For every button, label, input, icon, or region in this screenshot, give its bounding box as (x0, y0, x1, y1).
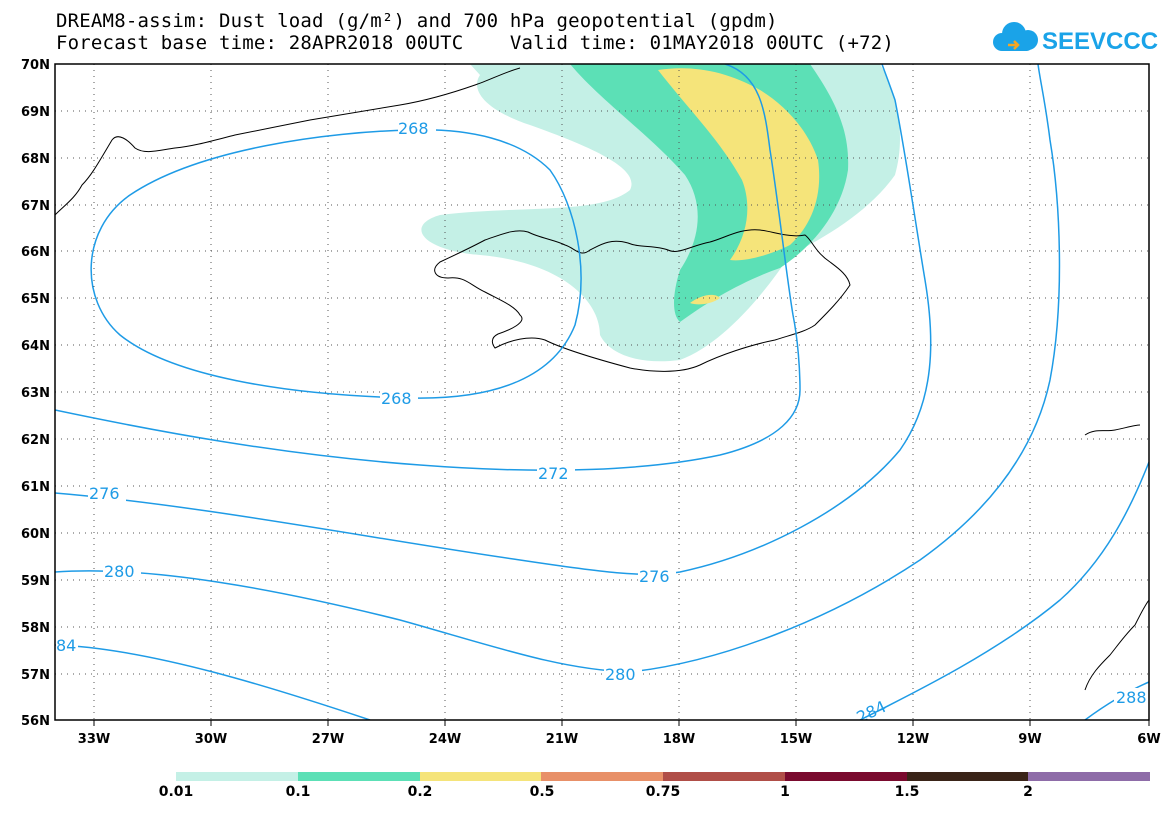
contour-284b (859, 461, 1149, 720)
svg-text:SEEVCCC: SEEVCCC (1042, 28, 1158, 55)
contour-label: 268 (398, 119, 429, 138)
map-title: DREAM8-assim: Dust load (g/m²) and 700 h… (56, 10, 778, 32)
lat-label: 68N (21, 152, 50, 167)
contour-272 (55, 64, 801, 471)
lat-label: 69N (21, 105, 50, 120)
lon-label: 30W (195, 732, 227, 747)
lat-label: 66N (21, 245, 50, 260)
legend-tick: 2 (1023, 784, 1033, 800)
contour-label: 276 (89, 484, 120, 503)
lat-label: 65N (21, 292, 50, 307)
legend-tick: 0.5 (529, 784, 555, 800)
lon-label: 9W (1018, 732, 1041, 747)
lon-label: 24W (429, 732, 461, 747)
legend-swatch (906, 772, 1029, 781)
legend-swatch (663, 772, 785, 781)
legend-swatch (176, 772, 298, 781)
legend-swatch (784, 772, 907, 781)
map-subtitle: Forecast base time: 28APR2018 00UTC Vali… (56, 32, 895, 54)
lat-label: 59N (21, 574, 50, 589)
dust-area-0.2 (690, 294, 720, 305)
legend-tick: 0.75 (645, 784, 681, 800)
lon-label: 15W (780, 732, 812, 747)
legend-swatch (1028, 772, 1150, 781)
contour-label: 84 (56, 636, 76, 655)
legend-tick: 1 (780, 784, 790, 800)
seevccc-logo: SEEVCCC (993, 22, 1158, 55)
lat-label: 60N (21, 527, 50, 542)
lon-label: 27W (312, 732, 344, 747)
contour-label: 268 (381, 389, 412, 408)
contour-label: 280 (104, 562, 135, 581)
contour-276 (55, 64, 932, 576)
legend-tick: 0.1 (285, 784, 311, 800)
contour-280 (55, 64, 1061, 673)
contour-label: 288 (1116, 688, 1147, 707)
color-legend (176, 772, 1150, 781)
lat-label: 70N (21, 58, 50, 73)
contour-label: 272 (538, 464, 569, 483)
contour-label: 284 (854, 697, 890, 727)
legend-tick: 1.5 (894, 784, 920, 800)
lat-label: 67N (21, 199, 50, 214)
map-frame (54, 63, 1150, 721)
lat-label: 63N (21, 386, 50, 401)
scotland-coastline (1084, 599, 1149, 691)
contour-284 (55, 644, 371, 720)
lat-label: 62N (21, 433, 50, 448)
lon-label: 12W (897, 732, 929, 747)
lon-label: 18W (663, 732, 695, 747)
lat-label: 57N (21, 668, 50, 683)
lat-label: 64N (21, 339, 50, 354)
faroe-coastline (1084, 424, 1141, 436)
lat-label: 58N (21, 621, 50, 636)
contour-268 (90, 129, 582, 399)
lon-label: 33W (78, 732, 110, 747)
lon-label: 6W (1137, 732, 1160, 747)
legend-tick: 0.2 (407, 784, 433, 800)
lon-label: 21W (546, 732, 578, 747)
lat-label: 56N (21, 714, 50, 729)
lat-label: 61N (21, 480, 50, 495)
legend-swatch (297, 772, 420, 781)
legend-swatch (541, 772, 663, 781)
cloud-icon (993, 22, 1038, 51)
contour-label: 280 (605, 665, 636, 684)
greenland-coastline (55, 67, 521, 216)
legend-tick: 0.01 (158, 784, 194, 800)
legend-swatch (419, 772, 542, 781)
contour-label: 276 (639, 567, 670, 586)
iceland-coastline (434, 229, 851, 372)
